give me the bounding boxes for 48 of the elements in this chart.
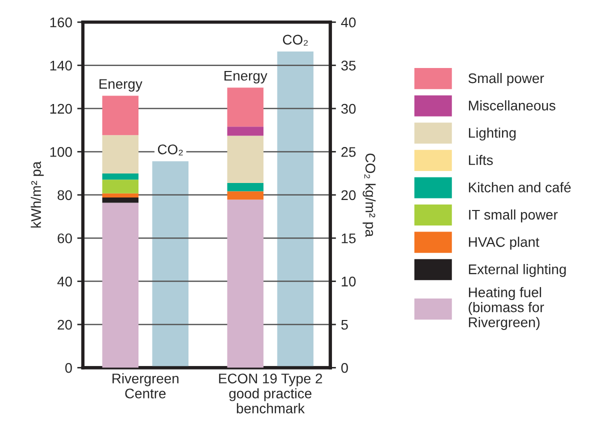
bar <box>227 126 264 136</box>
y2-tick-label: 20 <box>341 190 356 200</box>
legend-label: External lighting <box>468 264 566 277</box>
legend-label: IT small power <box>469 209 558 222</box>
y-tick-label: 40 <box>57 276 72 286</box>
y2-tick-label: 0 <box>341 363 348 373</box>
bar <box>227 200 264 368</box>
bar <box>227 183 264 192</box>
annotation: Energy <box>224 70 268 84</box>
legend-label: Miscellaneous <box>468 100 556 110</box>
bar <box>102 174 138 180</box>
x-tick-label: Rivergreen Centre <box>112 373 178 398</box>
bar <box>102 135 138 174</box>
y-tick-label: 100 <box>50 147 72 157</box>
bar <box>102 193 138 198</box>
bar <box>227 191 264 200</box>
bar <box>102 202 138 368</box>
y2-axis-title: CO₂ kg/m² pa <box>362 154 376 237</box>
x-tick-label: ECON 19 Type 2 good practice benchmark <box>219 374 322 414</box>
legend-label: Small power <box>468 72 544 86</box>
bar <box>102 96 138 136</box>
annotation: CO₂ <box>158 144 183 156</box>
bar <box>102 180 138 194</box>
y-tick-label: 120 <box>50 104 72 114</box>
y-axis-title: kWh/m² pa <box>30 161 44 228</box>
bar <box>227 136 264 184</box>
y-tick-label: 160 <box>50 17 72 28</box>
y-tick-label: 60 <box>58 233 72 244</box>
y-tick-label: 20 <box>58 320 72 330</box>
y2-tick-label: 35 <box>341 60 356 71</box>
y2-tick-label: 15 <box>342 234 356 244</box>
y-tick-label: 0 <box>65 363 72 373</box>
y2-tick-label: 40 <box>341 17 356 28</box>
legend-label: HVAC plant <box>468 236 540 250</box>
bar <box>227 88 264 127</box>
legend-label: Lifts <box>468 154 493 166</box>
y2-tick-label: 5 <box>341 320 348 330</box>
y2-tick-label: 10 <box>342 276 356 286</box>
y2-tick-label: 25 <box>341 147 356 157</box>
legend-label: Heating fuel (biomass for Rivergreen) <box>468 287 544 330</box>
y-tick-label: 140 <box>50 60 72 71</box>
legend-label: Kitchen and café <box>468 182 571 192</box>
y2-tick-label: 30 <box>341 104 356 114</box>
bar <box>102 198 138 203</box>
legend-label: Lighting <box>468 128 516 141</box>
annotation: Energy <box>100 79 142 92</box>
annotation: CO₂ <box>282 34 308 46</box>
y-tick-label: 80 <box>58 190 72 200</box>
